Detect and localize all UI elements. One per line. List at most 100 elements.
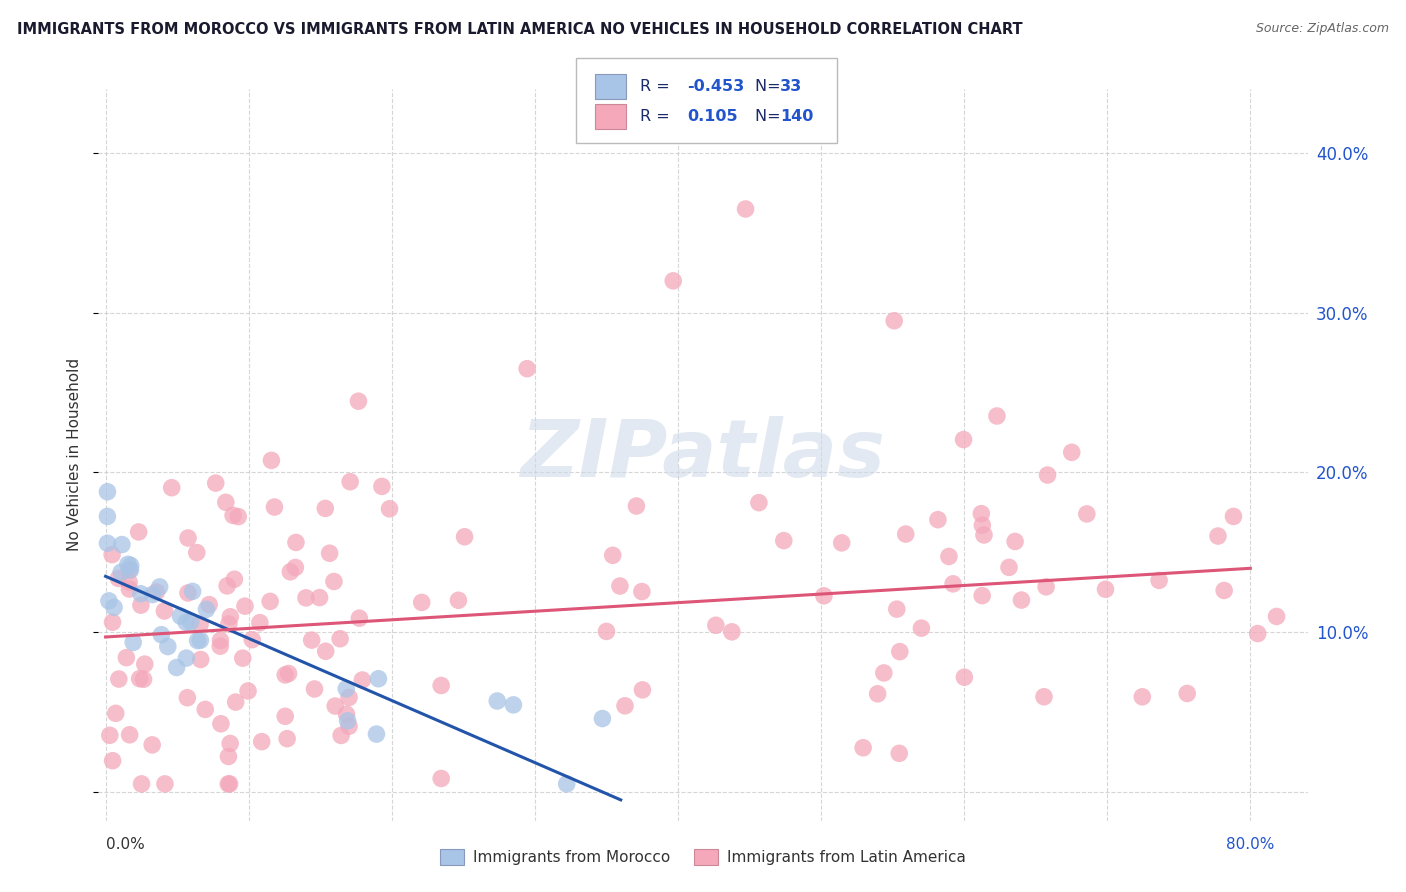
Point <box>1206 529 1229 543</box>
Point <box>118 563 141 577</box>
Point <box>591 712 613 726</box>
Y-axis label: No Vehicles in Household: No Vehicles in Household <box>67 359 83 551</box>
Point <box>111 537 134 551</box>
Point <box>209 633 232 648</box>
Point <box>748 496 770 510</box>
Point <box>215 495 238 509</box>
Point <box>813 589 835 603</box>
Point <box>186 545 208 559</box>
Text: 0.0%: 0.0% <box>105 837 145 852</box>
Point <box>222 508 245 523</box>
Point <box>852 740 875 755</box>
Point <box>263 500 285 514</box>
Point <box>153 777 176 791</box>
Point <box>260 453 283 467</box>
Point <box>986 409 1008 423</box>
Point <box>927 513 949 527</box>
Point <box>609 579 631 593</box>
Point <box>883 314 905 328</box>
Point <box>98 728 121 742</box>
Point <box>323 574 346 589</box>
Point <box>259 594 281 608</box>
Point <box>129 598 152 612</box>
Point <box>447 593 470 607</box>
Point <box>366 727 388 741</box>
Point <box>516 361 538 376</box>
Point <box>626 499 648 513</box>
Point <box>150 628 173 642</box>
Point <box>103 600 125 615</box>
Point <box>631 584 654 599</box>
Point <box>219 737 242 751</box>
Point <box>938 549 960 564</box>
Point <box>104 706 127 721</box>
Point <box>96 484 118 499</box>
Point <box>145 585 167 599</box>
Point <box>349 611 371 625</box>
Point <box>118 728 141 742</box>
Point <box>195 602 218 616</box>
Point <box>337 719 360 733</box>
Point <box>430 678 453 692</box>
Point <box>181 584 204 599</box>
Text: -0.453: -0.453 <box>688 79 745 94</box>
Point <box>131 777 153 791</box>
Point <box>120 563 142 577</box>
Text: R =: R = <box>640 79 675 94</box>
Point <box>217 777 239 791</box>
Point <box>232 651 254 665</box>
Point <box>110 565 132 579</box>
Point <box>502 698 524 712</box>
Point <box>176 651 198 665</box>
Point <box>198 598 221 612</box>
Point <box>1010 593 1032 607</box>
Point <box>631 682 654 697</box>
Point <box>1060 445 1083 459</box>
Point <box>411 595 433 609</box>
Point <box>118 582 141 596</box>
Point <box>217 579 239 593</box>
Point <box>831 536 853 550</box>
Text: R =: R = <box>640 110 675 124</box>
Point <box>430 772 453 786</box>
Point <box>972 589 994 603</box>
Point <box>315 644 337 658</box>
Point <box>1004 534 1026 549</box>
Point <box>120 558 142 573</box>
Point <box>107 672 129 686</box>
Point <box>284 535 307 549</box>
Point <box>115 650 138 665</box>
Point <box>236 684 259 698</box>
Point <box>249 615 271 630</box>
Point <box>209 716 232 731</box>
Point <box>301 633 323 648</box>
Point <box>169 609 191 624</box>
Point <box>250 734 273 748</box>
Point <box>153 604 176 618</box>
Point <box>276 731 298 746</box>
Point <box>308 591 330 605</box>
Point <box>886 602 908 616</box>
Point <box>180 615 202 629</box>
Point <box>323 699 346 714</box>
Point <box>721 624 744 639</box>
Point <box>107 571 129 585</box>
Text: 33: 33 <box>780 79 803 94</box>
Point <box>1147 574 1170 588</box>
Point <box>371 479 394 493</box>
Point <box>156 640 179 654</box>
Point <box>772 533 794 548</box>
Text: N=: N= <box>755 110 786 124</box>
Point <box>889 747 911 761</box>
Point <box>378 501 401 516</box>
Text: Source: ZipAtlas.com: Source: ZipAtlas.com <box>1256 22 1389 36</box>
Point <box>225 695 247 709</box>
Point <box>952 433 974 447</box>
Point <box>209 639 232 653</box>
Point <box>277 666 299 681</box>
Point <box>188 617 211 632</box>
Point <box>132 672 155 686</box>
Point <box>176 690 198 705</box>
Point <box>1213 583 1236 598</box>
Point <box>314 501 336 516</box>
